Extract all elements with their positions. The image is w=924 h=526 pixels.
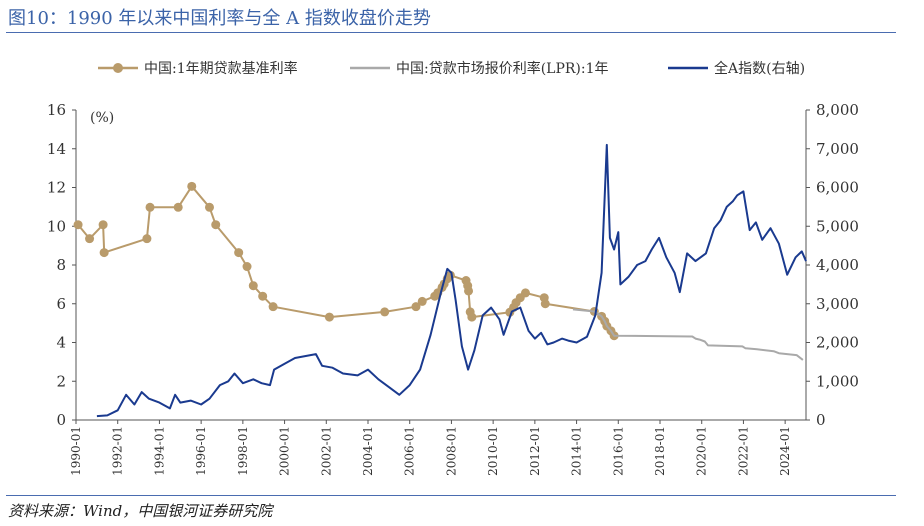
series-1-point	[211, 220, 221, 230]
x-tick-label: 2004-01	[361, 426, 375, 476]
x-tick-label: 2012-01	[528, 426, 542, 476]
x-tick-label: 2014-01	[570, 426, 584, 476]
y-left-tick-label: 0	[56, 411, 66, 429]
x-tick-label: 1994-01	[152, 426, 166, 476]
x-tick-label: 2010-01	[486, 426, 500, 476]
legend-label-3: 全A指数(右轴)	[714, 60, 805, 77]
x-tick-label: 1998-01	[236, 426, 250, 476]
series-1-point	[467, 312, 477, 322]
title-rule	[6, 32, 896, 33]
x-tick-label: 2018-01	[653, 426, 667, 476]
x-tick-label: 2020-01	[695, 426, 709, 476]
x-tick-label: 2016-01	[611, 426, 625, 476]
series-1-point	[204, 202, 214, 212]
series-1-point	[173, 202, 183, 212]
y-left-tick-label: 12	[47, 179, 66, 197]
series-1-point	[234, 248, 244, 258]
series-1-point	[540, 299, 550, 309]
left-axis-unit: (%)	[90, 110, 114, 126]
y-right-tick-label: 8,000	[816, 101, 859, 119]
series-line-1	[77, 185, 615, 337]
y-left-tick-label: 2	[56, 372, 66, 390]
series-1-point	[268, 302, 278, 312]
y-right-tick-label: 7,000	[816, 140, 859, 158]
y-right-tick-label: 2,000	[816, 334, 859, 352]
y-left-tick-label: 16	[47, 101, 66, 119]
chart-title: 图10：1990 年以来中国利率与全 A 指数收盘价走势	[8, 8, 431, 29]
source-note: 资料来源：Wind，中国银河证券研究院	[8, 502, 273, 520]
series-1-point	[258, 291, 268, 301]
series-1-point	[324, 312, 334, 322]
series-1-point	[85, 234, 95, 244]
y-right-tick-label: 3,000	[816, 295, 859, 313]
series-1-point	[417, 296, 427, 306]
series-1-point	[464, 286, 474, 296]
y-right-tick-label: 1,000	[816, 372, 859, 390]
x-tick-label: 1992-01	[111, 426, 125, 476]
series-line-3	[96, 143, 807, 418]
y-left-tick-label: 10	[47, 217, 66, 235]
x-tick-label: 2024-01	[778, 426, 792, 476]
legend-label-1: 中国:1年期贷款基准利率	[144, 60, 298, 77]
series-1-point	[142, 234, 152, 244]
series-1-point	[98, 220, 108, 230]
y-left-tick-label: 8	[56, 256, 66, 274]
y-left-tick-label: 4	[56, 334, 66, 352]
footer-rule	[6, 495, 896, 496]
y-left-tick-label: 6	[56, 295, 66, 313]
series-1-point	[99, 248, 109, 258]
legend-label-2: 中国:贷款市场报价利率(LPR):1年	[396, 60, 609, 77]
y-right-tick-label: 5,000	[816, 217, 859, 235]
series-1-point	[520, 288, 530, 298]
x-tick-label: 2022-01	[736, 426, 750, 476]
series-1-point	[242, 262, 252, 272]
series-1-point	[73, 220, 83, 230]
series-1-point	[187, 181, 197, 191]
series-1-point	[411, 302, 421, 312]
x-tick-label: 1996-01	[194, 426, 208, 476]
x-tick-label: 2008-01	[444, 426, 458, 476]
y-left-tick-label: 14	[47, 140, 66, 158]
x-tick-label: 2006-01	[403, 426, 417, 476]
y-right-tick-label: 0	[816, 411, 826, 429]
series-line-2	[572, 308, 804, 361]
legend-marker-1	[113, 63, 123, 73]
series-1-point	[145, 202, 155, 212]
x-tick-label: 1990-01	[69, 426, 83, 476]
series-1-point	[380, 307, 390, 317]
series-1-point	[248, 281, 258, 291]
y-right-tick-label: 6,000	[816, 179, 859, 197]
y-right-tick-label: 4,000	[816, 256, 859, 274]
x-tick-label: 2002-01	[319, 426, 333, 476]
x-tick-label: 2000-01	[278, 426, 292, 476]
